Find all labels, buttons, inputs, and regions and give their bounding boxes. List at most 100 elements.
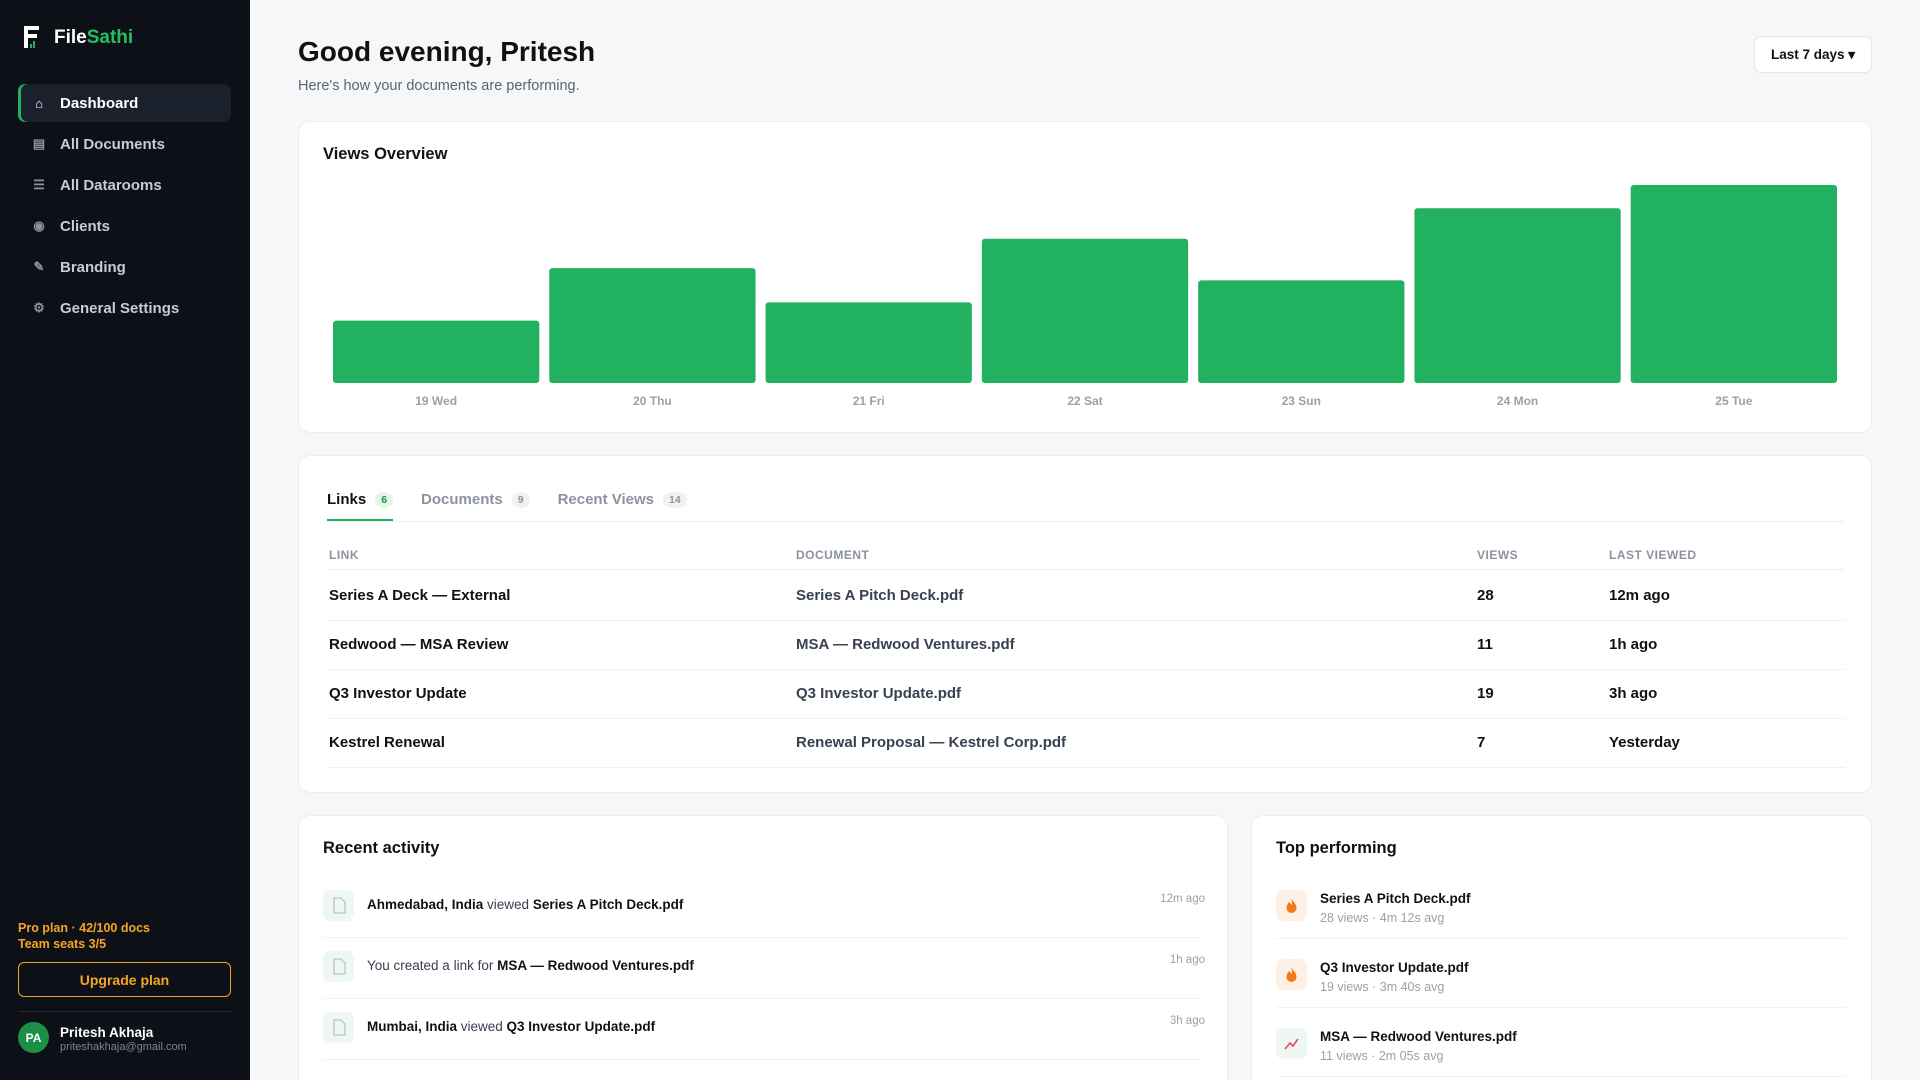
nav-label: Dashboard <box>60 94 139 112</box>
nav-item[interactable]: ▤ All Documents <box>18 125 231 163</box>
top-icon <box>1276 1028 1307 1059</box>
nav-icon: ⌂ <box>35 95 43 111</box>
activity-text: Mumbai, India viewed Q3 Investor Update.… <box>367 1019 655 1034</box>
activity-text: Ahmedabad, India viewed Series A Pitch D… <box>367 897 683 912</box>
column-header: VIEWS <box>1477 548 1519 562</box>
tab-label: Links <box>327 491 367 508</box>
nav-label: Clients <box>60 217 111 235</box>
table-cell: 11 <box>1477 636 1493 653</box>
table-cell: 12m ago <box>1609 587 1670 604</box>
tabs-divider <box>327 521 1845 522</box>
icon-shape <box>333 1019 346 1036</box>
card-title: Top performing <box>1276 839 1397 857</box>
x-tick-label: 23 Sun <box>1282 394 1321 408</box>
tab-label: Recent Views <box>557 491 655 508</box>
nav-item[interactable]: ⚙ General Settings <box>18 289 231 327</box>
activity-part: Ahmedabad, India <box>367 897 484 912</box>
sidebar: FileSathi ⌂ Dashboard ▤ All Documents ☰ All D… <box>0 0 250 1080</box>
row-divider <box>327 669 1845 670</box>
bar <box>549 268 756 383</box>
nav-icon: ◉ <box>33 218 45 233</box>
table-cell: 7 <box>1477 734 1486 751</box>
row-divider <box>1276 1076 1847 1077</box>
tab-label: Documents <box>421 491 503 508</box>
card-title: Views Overview <box>323 145 448 163</box>
row-divider <box>323 1059 1203 1060</box>
nav-label: Branding <box>60 258 126 276</box>
row-divider <box>323 998 1203 999</box>
x-tick-label: 21 Fri <box>853 394 885 408</box>
nav-icon: ✎ <box>33 259 45 274</box>
icon-shape <box>1286 967 1297 982</box>
table-cell: Renewal Proposal — Kestrel Corp.pdf <box>796 734 1067 751</box>
nav-item[interactable]: ✎ Branding <box>18 248 231 286</box>
top-card: Top performing Series A Pitch Deck.pdf 28… <box>1251 815 1872 1080</box>
brand-second: Sathi <box>86 27 134 48</box>
icon-shape <box>333 897 346 914</box>
activity-text: You created a link for MSA — Redwood Ven… <box>367 958 694 973</box>
table-cell: Q3 Investor Update.pdf <box>796 685 962 702</box>
chart: 19 Wed 20 Thu 21 Fri 22 Sat 23 Sun 24 Mon 25 T… <box>333 185 1837 408</box>
tab[interactable]: Documents 9 <box>421 491 530 508</box>
icon-glyph <box>333 1019 346 1036</box>
tab[interactable]: Links 6 <box>327 491 394 508</box>
activity-card: Recent activity Ahmedabad, India viewed … <box>298 815 1228 1080</box>
top-icon <box>1276 959 1307 990</box>
table-cell: Series A Pitch Deck.pdf <box>796 587 964 604</box>
row-divider <box>327 767 1845 768</box>
top-meta: 11 views · 2m 05s avg <box>1320 1049 1444 1063</box>
table-cell: 19 <box>1477 685 1494 702</box>
tab-underline <box>327 519 394 521</box>
nav-icon: ☰ <box>33 177 45 192</box>
nav-icon: ▤ <box>32 136 46 151</box>
bar <box>1198 280 1405 383</box>
top-name: Q3 Investor Update.pdf <box>1320 960 1469 975</box>
subtitle: Here's how your documents are performing… <box>298 78 580 94</box>
icon-glyph <box>1286 898 1297 913</box>
icon-shape <box>333 958 346 975</box>
column-header: LAST VIEWED <box>1609 548 1697 562</box>
views-card: Views Overview 19 Wed 20 Thu 21 Fri 22 Sat 2… <box>298 121 1872 433</box>
tab-count: 14 <box>663 491 687 508</box>
icon-shape <box>1286 898 1297 913</box>
tab[interactable]: Recent Views 14 <box>558 491 687 508</box>
top-meta: 19 views · 3m 40s avg <box>1320 980 1445 994</box>
nav-item[interactable]: ◉ Clients <box>18 207 231 245</box>
row-divider <box>1276 938 1847 939</box>
activity-icon <box>323 1012 354 1043</box>
nav-item[interactable]: ☰ All Datarooms <box>18 166 231 204</box>
activity-icon <box>323 890 354 921</box>
activity-part: MSA — Redwood Ventures.pdf <box>497 958 694 973</box>
table-card: Links 6 Documents 9 Recent Views 14 LINK DOCUM… <box>298 455 1872 793</box>
x-tick-label: 20 Thu <box>633 394 672 408</box>
x-tick-label: 22 Sat <box>1067 394 1102 408</box>
icon-glyph <box>1284 1038 1299 1050</box>
tab-count: 9 <box>511 491 530 508</box>
row-divider <box>1276 1007 1847 1008</box>
range-select[interactable]: Last 7 days ▾ <box>1754 36 1872 73</box>
card-title: Recent activity <box>323 839 440 857</box>
table-cell: 1h ago <box>1609 636 1658 653</box>
bar <box>981 238 1189 383</box>
table-cell: Redwood — MSA Review <box>329 636 509 653</box>
user-name: Pritesh Akhaja <box>60 1025 154 1040</box>
table-cell: 3h ago <box>1609 685 1658 702</box>
brand: FileSathi <box>54 27 133 49</box>
nav-label: General Settings <box>60 299 180 317</box>
nav-label: All Documents <box>60 135 166 153</box>
plan-line: Team seats 3/5 <box>18 937 107 951</box>
activity-part: Series A Pitch Deck.pdf <box>532 897 684 912</box>
tab-count: 6 <box>375 491 394 508</box>
table-cell: Q3 Investor Update <box>329 685 467 702</box>
top-meta: 28 views · 4m 12s avg <box>1320 911 1445 925</box>
activity-part: Mumbai, India <box>367 1019 458 1034</box>
column-header: LINK <box>329 548 359 562</box>
nav-label: All Datarooms <box>60 176 162 194</box>
activity-time: 12m ago <box>1160 893 1205 905</box>
activity-part: viewed <box>457 1019 507 1034</box>
greeting: Good evening, Pritesh <box>298 36 596 67</box>
upgrade-button[interactable]: Upgrade plan <box>18 962 231 997</box>
bar <box>1414 208 1621 383</box>
bar <box>333 320 540 383</box>
nav-item[interactable]: ⌂ Dashboard <box>18 84 231 122</box>
